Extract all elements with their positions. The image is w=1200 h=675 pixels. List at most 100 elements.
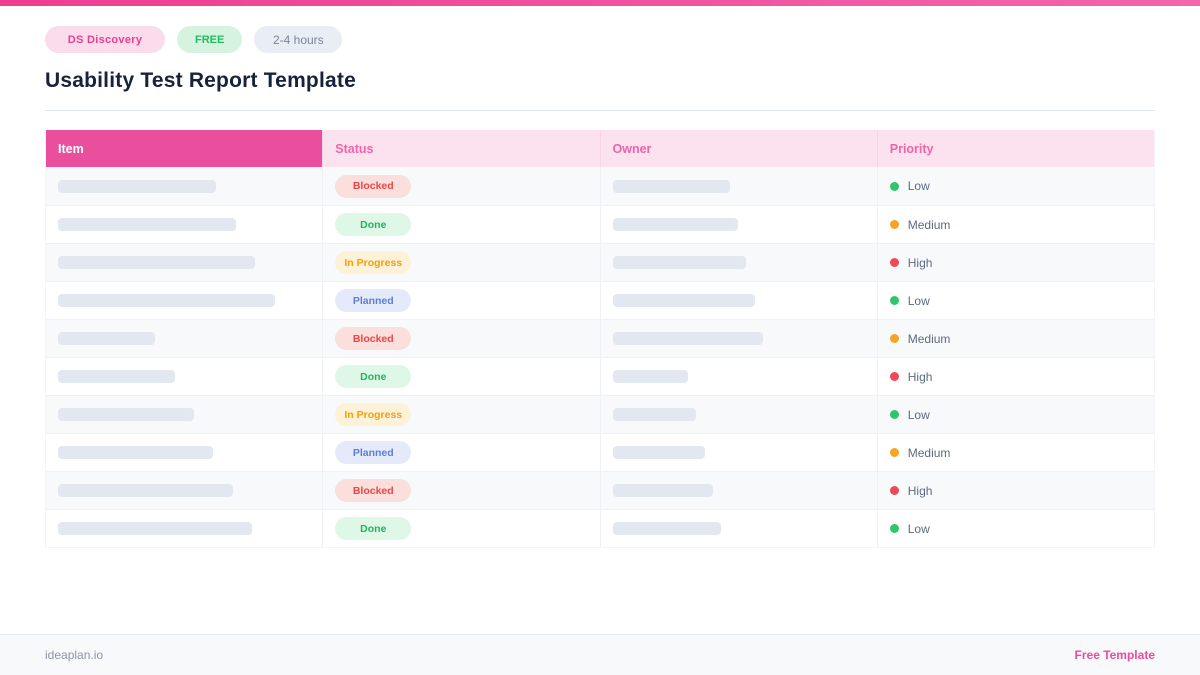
priority-cell: Low (878, 167, 1154, 205)
free-template-link[interactable]: Free Template (1074, 648, 1155, 662)
table-row: Done Medium (46, 205, 1154, 243)
item-cell (46, 206, 324, 243)
item-cell (46, 244, 324, 281)
owner-placeholder (612, 370, 688, 383)
table-row: Blocked Low (46, 167, 1154, 205)
top-accent-bar (0, 0, 1200, 6)
owner-cell (601, 282, 878, 319)
table-row: Planned Medium (46, 433, 1154, 471)
report-table: Item Status Owner Priority Blocked Low Don… (45, 130, 1155, 548)
owner-cell (601, 396, 878, 433)
table-header-row: Item Status Owner Priority (46, 130, 1154, 167)
item-placeholder (58, 294, 275, 307)
status-cell: In Progress (323, 244, 601, 281)
table-row: In Progress Low (46, 395, 1154, 433)
priority-dot-icon (889, 410, 899, 419)
priority-label: Medium (907, 445, 951, 460)
item-placeholder (58, 446, 213, 459)
free-badge: FREE (177, 26, 243, 53)
owner-placeholder (612, 179, 730, 193)
priority-dot-icon (889, 448, 899, 457)
priority-dot-icon (889, 296, 899, 305)
status-cell: Blocked (323, 320, 601, 357)
priority-dot-icon (889, 258, 899, 267)
status-badge: In Progress (335, 403, 412, 426)
column-header-item: Item (46, 130, 324, 167)
priority-cell: High (878, 244, 1154, 281)
table-body: Blocked Low Done Medium In Progress High Plann… (46, 167, 1154, 547)
item-cell (46, 320, 324, 357)
priority-dot-icon (889, 372, 899, 381)
table-row: Blocked High (46, 471, 1154, 509)
priority-cell: Medium (878, 320, 1154, 357)
priority-label: Medium (907, 331, 951, 346)
table-row: Done High (46, 357, 1154, 395)
page-title: Usability Test Report Template (45, 69, 356, 92)
status-badge: Done (335, 365, 412, 388)
priority-cell: High (878, 472, 1154, 509)
table-row: Blocked Medium (46, 319, 1154, 357)
owner-cell (601, 167, 878, 205)
status-badge: Blocked (335, 327, 412, 350)
status-badge: Blocked (335, 174, 412, 198)
status-cell: Planned (323, 434, 601, 471)
status-cell: Blocked (323, 167, 601, 205)
item-placeholder (58, 256, 255, 269)
priority-label: Low (907, 293, 930, 308)
owner-cell (601, 434, 878, 471)
priority-cell: Low (878, 510, 1154, 547)
owner-cell (601, 206, 878, 243)
status-badge: Blocked (335, 479, 412, 502)
priority-cell: Medium (878, 434, 1154, 471)
priority-cell: High (878, 358, 1154, 395)
item-placeholder (58, 332, 155, 345)
priority-label: Low (907, 407, 930, 422)
owner-placeholder (612, 256, 746, 269)
status-cell: Done (323, 206, 601, 243)
footer: ideaplan.io Free Template (0, 634, 1200, 675)
priority-dot-icon (889, 524, 899, 533)
priority-dot-icon (889, 334, 899, 343)
item-placeholder (58, 218, 236, 231)
column-header-owner: Owner (600, 130, 878, 167)
column-header-status: Status (323, 130, 601, 167)
owner-cell (601, 358, 878, 395)
item-cell (46, 472, 324, 509)
status-cell: In Progress (323, 396, 601, 433)
owner-placeholder (612, 294, 755, 307)
owner-cell (601, 472, 878, 509)
owner-placeholder (612, 446, 705, 459)
owner-cell (601, 320, 878, 357)
priority-dot-icon (889, 181, 899, 191)
item-cell (46, 358, 324, 395)
priority-cell: Low (878, 396, 1154, 433)
status-badge: Done (335, 213, 412, 236)
status-badge: Planned (335, 289, 412, 312)
item-placeholder (58, 179, 216, 193)
owner-placeholder (612, 484, 713, 497)
badge-row: DS Discovery FREE 2-4 hours (45, 26, 1155, 53)
item-placeholder (58, 522, 252, 535)
priority-cell: Low (878, 282, 1154, 319)
owner-cell (601, 244, 878, 281)
priority-label: High (907, 483, 933, 498)
status-cell: Done (323, 510, 601, 547)
item-placeholder (58, 408, 194, 421)
status-cell: Planned (323, 282, 601, 319)
owner-cell (601, 510, 878, 547)
item-cell (46, 510, 324, 547)
column-header-priority: Priority (877, 130, 1154, 167)
priority-dot-icon (889, 486, 899, 495)
item-cell (46, 434, 324, 471)
priority-cell: Medium (878, 206, 1154, 243)
owner-placeholder (612, 522, 721, 535)
table-row: Done Low (46, 509, 1154, 547)
item-cell (46, 396, 324, 433)
status-badge: In Progress (335, 251, 412, 274)
table-row: In Progress High (46, 243, 1154, 281)
item-cell (46, 282, 324, 319)
item-cell (46, 167, 324, 205)
owner-placeholder (612, 332, 763, 345)
status-cell: Done (323, 358, 601, 395)
item-placeholder (58, 370, 175, 383)
